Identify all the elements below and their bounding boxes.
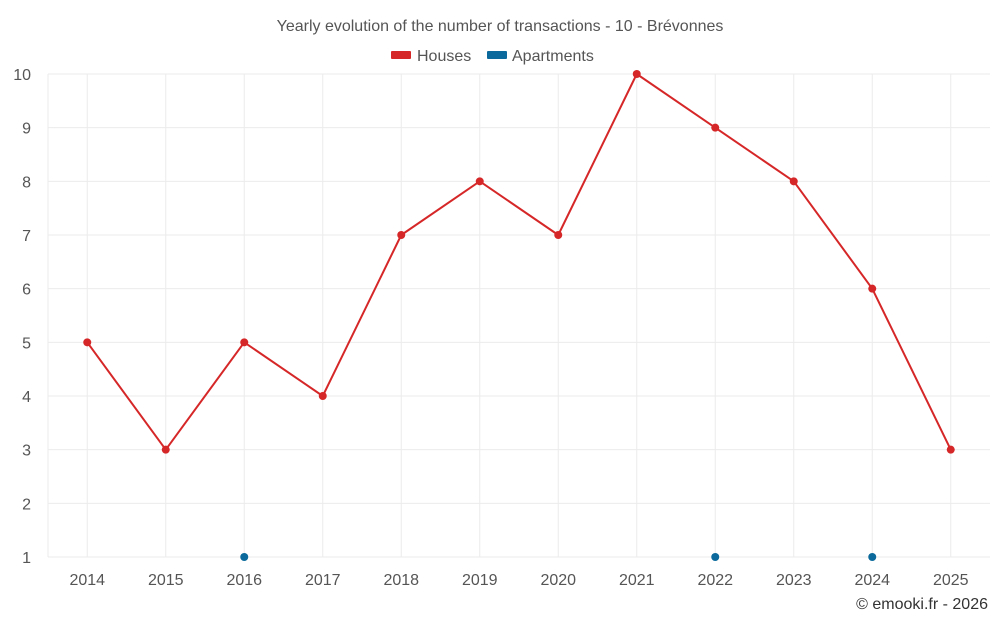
data-point-apartments[interactable]	[240, 553, 249, 561]
x-tick-label: 2021	[619, 572, 655, 589]
x-tick-label: 2025	[933, 572, 969, 589]
x-tick-label: 2016	[226, 572, 262, 589]
y-tick-label: 5	[22, 335, 31, 352]
series	[83, 70, 955, 561]
y-tick-label: 1	[22, 550, 31, 567]
x-tick-label: 2022	[697, 572, 733, 589]
data-point-apartments[interactable]	[868, 553, 877, 561]
x-tick-label: 2018	[383, 572, 419, 589]
x-tick-label: 2023	[776, 572, 812, 589]
data-point-houses[interactable]	[240, 338, 249, 347]
y-tick-label: 7	[22, 228, 31, 245]
legend-swatch-apartments	[487, 51, 507, 59]
data-point-houses[interactable]	[475, 177, 484, 186]
x-tick-label: 2017	[305, 572, 341, 589]
data-point-houses[interactable]	[868, 284, 877, 293]
x-tick-label: 2014	[69, 572, 105, 589]
y-tick-label: 3	[22, 443, 31, 460]
y-tick-label: 2	[22, 496, 31, 513]
data-point-houses[interactable]	[946, 445, 955, 454]
chart-title: Yearly evolution of the number of transa…	[277, 18, 724, 35]
y-tick-label: 4	[22, 389, 31, 406]
grid	[47, 73, 990, 558]
data-point-apartments[interactable]	[711, 553, 720, 561]
legend-label-apartments: Apartments	[512, 48, 594, 65]
legend-swatch-houses	[391, 51, 411, 59]
y-tick-label: 9	[22, 121, 31, 138]
y-tick-label: 6	[22, 282, 31, 299]
y-tick-label: 8	[22, 174, 31, 191]
data-point-houses[interactable]	[711, 123, 720, 132]
data-point-houses[interactable]	[161, 445, 170, 454]
data-point-houses[interactable]	[318, 392, 327, 400]
x-tick-label: 2024	[854, 572, 890, 589]
data-point-houses[interactable]	[83, 338, 92, 347]
legend-label-houses: Houses	[417, 48, 471, 65]
legend-item-houses[interactable]: Houses	[391, 48, 471, 65]
y-axis-ticks: 1 2 3 4 5 6 7 8 9 10	[13, 67, 31, 567]
data-point-houses[interactable]	[632, 70, 641, 78]
y-tick-label: 10	[13, 67, 31, 84]
legend-item-apartments[interactable]: Apartments	[487, 48, 594, 65]
x-tick-label: 2015	[148, 572, 184, 589]
data-point-houses[interactable]	[554, 231, 563, 239]
credit-text: © emooki.fr - 2026	[856, 596, 988, 613]
x-axis-ticks: 2014 2015 2016 2017 2018 2019 2020 2021 2022 2023…	[69, 572, 968, 589]
x-tick-label: 2020	[540, 572, 576, 589]
x-tick-label: 2019	[462, 572, 498, 589]
data-point-houses[interactable]	[789, 177, 798, 186]
series-line-houses	[86, 73, 952, 451]
legend: Houses Apartments	[391, 48, 594, 65]
data-point-houses[interactable]	[397, 231, 406, 239]
